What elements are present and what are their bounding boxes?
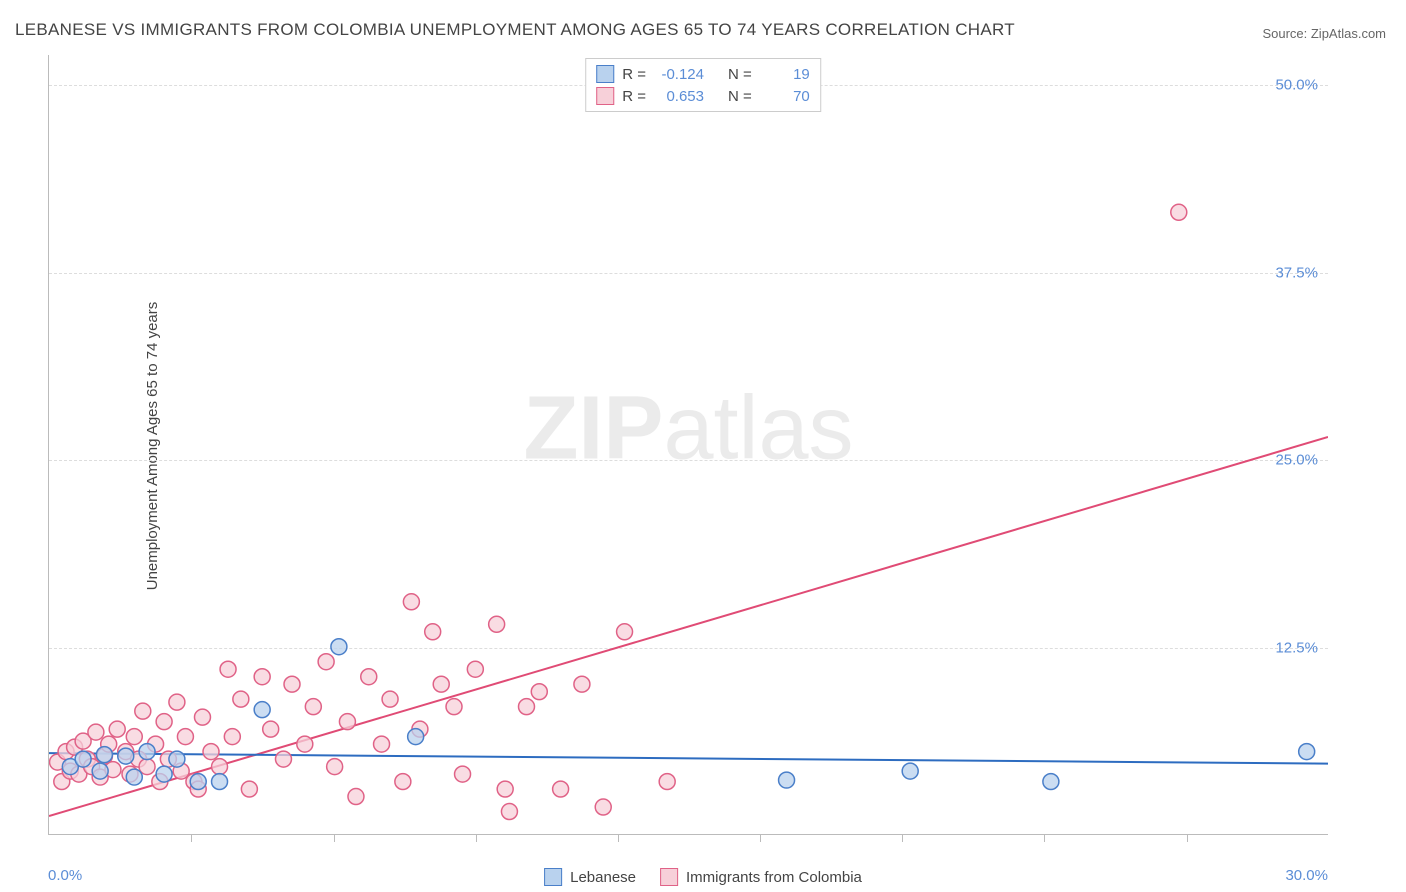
swatch-lebanese-icon <box>544 868 562 886</box>
scatter-svg <box>49 55 1328 834</box>
chart-title: LEBANESE VS IMMIGRANTS FROM COLOMBIA UNE… <box>15 20 1015 40</box>
bottom-legend: Lebanese Immigrants from Colombia <box>544 868 862 886</box>
x-tick-min: 0.0% <box>48 867 82 884</box>
legend-item-colombia: Immigrants from Colombia <box>660 868 862 886</box>
source-attribution: Source: ZipAtlas.com <box>1262 26 1386 41</box>
stats-legend-box: R = -0.124 N = 19 R = 0.653 N = 70 <box>585 58 821 112</box>
plot-area: ZIPatlas 12.5%25.0%37.5%50.0% <box>48 55 1328 835</box>
legend-item-lebanese: Lebanese <box>544 868 636 886</box>
swatch-lebanese <box>596 65 614 83</box>
stats-row-colombia: R = 0.653 N = 70 <box>596 85 810 107</box>
stats-row-lebanese: R = -0.124 N = 19 <box>596 63 810 85</box>
swatch-colombia <box>596 87 614 105</box>
swatch-colombia-icon <box>660 868 678 886</box>
x-tick-max: 30.0% <box>1285 867 1328 884</box>
